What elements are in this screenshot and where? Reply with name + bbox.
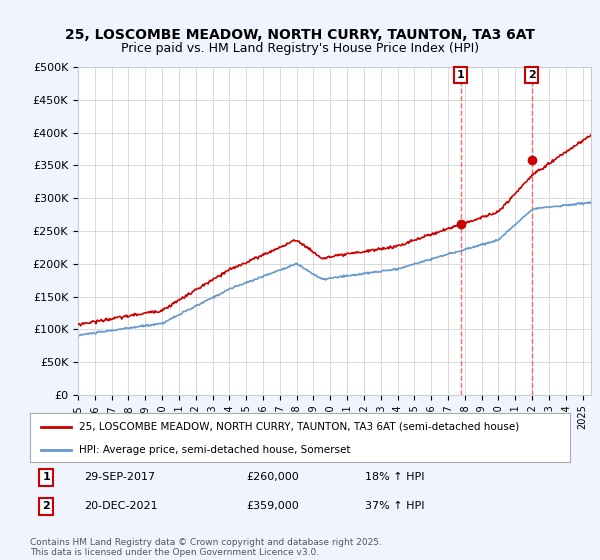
Text: 1: 1 xyxy=(43,472,50,482)
Text: Price paid vs. HM Land Registry's House Price Index (HPI): Price paid vs. HM Land Registry's House … xyxy=(121,42,479,55)
Text: 18% ↑ HPI: 18% ↑ HPI xyxy=(365,472,424,482)
Text: Contains HM Land Registry data © Crown copyright and database right 2025.
This d: Contains HM Land Registry data © Crown c… xyxy=(30,538,382,557)
Text: 25, LOSCOMBE MEADOW, NORTH CURRY, TAUNTON, TA3 6AT: 25, LOSCOMBE MEADOW, NORTH CURRY, TAUNTO… xyxy=(65,28,535,42)
Text: 37% ↑ HPI: 37% ↑ HPI xyxy=(365,501,424,511)
Text: 29-SEP-2017: 29-SEP-2017 xyxy=(84,472,155,482)
Text: 20-DEC-2021: 20-DEC-2021 xyxy=(84,501,158,511)
Text: £359,000: £359,000 xyxy=(246,501,299,511)
Text: 2: 2 xyxy=(43,501,50,511)
Text: £260,000: £260,000 xyxy=(246,472,299,482)
Text: HPI: Average price, semi-detached house, Somerset: HPI: Average price, semi-detached house,… xyxy=(79,445,350,455)
Text: 1: 1 xyxy=(457,70,464,80)
Text: 2: 2 xyxy=(528,70,536,80)
Text: 25, LOSCOMBE MEADOW, NORTH CURRY, TAUNTON, TA3 6AT (semi-detached house): 25, LOSCOMBE MEADOW, NORTH CURRY, TAUNTO… xyxy=(79,422,519,432)
